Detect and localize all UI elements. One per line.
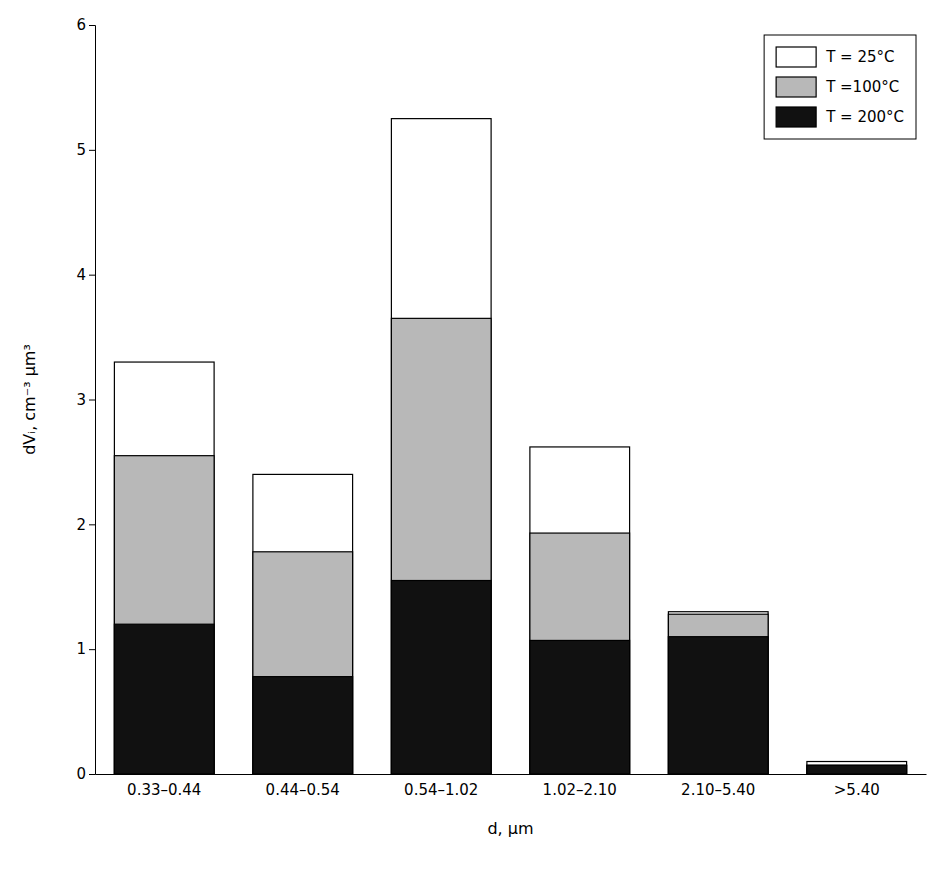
y-tick-mark xyxy=(89,649,95,650)
y-tick: 6 xyxy=(76,16,95,34)
legend: T = 25°C T =100°C T = 200°C xyxy=(764,35,916,139)
y-tick-mark xyxy=(89,275,95,276)
legend-label: T = 200°C xyxy=(825,108,904,126)
bar xyxy=(530,640,630,774)
y-tick: 3 xyxy=(76,391,95,409)
bars xyxy=(114,119,906,774)
x-tick: 1.02–2.10 xyxy=(543,774,617,799)
x-tick-label: 0.44–0.54 xyxy=(266,781,340,799)
bar xyxy=(253,677,353,774)
x-tick-label: 1.02–2.10 xyxy=(543,781,617,799)
y-tick-mark xyxy=(89,524,95,525)
bar xyxy=(807,765,907,774)
x-tick: 0.33–0.44 xyxy=(127,774,201,799)
y-tick-label: 6 xyxy=(76,16,86,34)
y-tick-label: 1 xyxy=(76,640,86,658)
x-tick-label: >5.40 xyxy=(834,781,880,799)
y-tick: 5 xyxy=(76,141,95,159)
x-tick: 0.44–0.54 xyxy=(266,774,340,799)
bar-series xyxy=(114,581,906,774)
legend-label: T =100°C xyxy=(825,78,899,96)
y-tick-label: 0 xyxy=(76,765,86,783)
x-tick: 0.54–1.02 xyxy=(404,774,478,799)
legend-swatch xyxy=(776,47,816,67)
bar xyxy=(807,762,907,774)
y-tick: 1 xyxy=(76,640,95,658)
legend-frame xyxy=(764,35,916,139)
legend-item: T = 200°C xyxy=(776,107,904,127)
bar xyxy=(391,318,491,774)
x-tick: >5.40 xyxy=(834,774,880,799)
y-tick: 4 xyxy=(76,266,95,284)
bar-series xyxy=(114,318,906,774)
bar xyxy=(668,612,768,774)
y-tick: 0 xyxy=(76,765,95,783)
y-tick-label: 2 xyxy=(76,516,86,534)
y-tick-mark xyxy=(89,150,95,151)
y-tick-label: 3 xyxy=(76,391,86,409)
bar xyxy=(114,362,214,774)
bar xyxy=(668,614,768,774)
x-tick-label: 2.10–5.40 xyxy=(681,781,755,799)
legend-label: T = 25°C xyxy=(825,48,894,66)
chart: 0 1 2 3 4 5 6 0.33–0.44 0.44–0.54 0.54–1.02 1.02–2… xyxy=(0,0,951,869)
y-tick: 2 xyxy=(76,516,95,534)
legend-swatch xyxy=(776,77,816,97)
x-tick: 2.10–5.40 xyxy=(681,774,755,799)
x-axis-line xyxy=(96,774,927,775)
bar-series xyxy=(114,119,906,774)
x-axis-title: d, μm xyxy=(487,819,533,838)
x-tick-label: 0.54–1.02 xyxy=(404,781,478,799)
bar xyxy=(253,552,353,774)
bar xyxy=(530,447,630,774)
bar xyxy=(668,637,768,774)
y-axis: 0 1 2 3 4 5 6 xyxy=(76,16,95,783)
y-tick-mark xyxy=(89,25,95,26)
y-tick-mark xyxy=(89,400,95,401)
bar xyxy=(807,765,907,774)
x-tick-label: 0.33–0.44 xyxy=(127,781,201,799)
bar xyxy=(530,533,630,774)
bar xyxy=(391,581,491,774)
legend-item: T = 25°C xyxy=(776,47,894,67)
legend-swatch xyxy=(776,107,816,127)
bar xyxy=(391,119,491,774)
bar xyxy=(114,624,214,774)
bar xyxy=(114,456,214,774)
y-tick-label: 4 xyxy=(76,266,86,284)
y-tick-mark xyxy=(89,774,95,775)
y-axis-title: dVᵢ, cm⁻³ μm³ xyxy=(20,344,39,455)
y-axis-line xyxy=(89,26,96,775)
x-axis: 0.33–0.44 0.44–0.54 0.54–1.02 1.02–2.10 2.10… xyxy=(96,774,927,799)
plot: 0 1 2 3 4 5 6 0.33–0.44 0.44–0.54 0.54–1.02 1.02–2… xyxy=(20,16,927,838)
bar xyxy=(253,474,353,774)
y-tick-label: 5 xyxy=(76,141,86,159)
legend-item: T =100°C xyxy=(776,77,899,97)
